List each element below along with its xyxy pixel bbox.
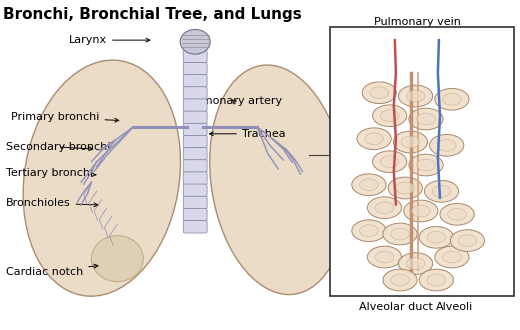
Circle shape bbox=[393, 131, 427, 153]
Circle shape bbox=[448, 208, 466, 220]
Circle shape bbox=[430, 134, 464, 156]
FancyBboxPatch shape bbox=[183, 50, 207, 63]
Circle shape bbox=[391, 228, 409, 240]
Circle shape bbox=[443, 251, 461, 263]
FancyBboxPatch shape bbox=[183, 160, 207, 172]
Circle shape bbox=[383, 269, 417, 291]
Circle shape bbox=[401, 136, 420, 148]
Circle shape bbox=[432, 185, 451, 197]
FancyBboxPatch shape bbox=[183, 123, 207, 136]
FancyBboxPatch shape bbox=[183, 111, 207, 124]
Circle shape bbox=[375, 202, 394, 214]
FancyBboxPatch shape bbox=[183, 196, 207, 209]
Text: Bronchi, Bronchial Tree, and Lungs: Bronchi, Bronchial Tree, and Lungs bbox=[3, 7, 302, 22]
FancyBboxPatch shape bbox=[183, 148, 207, 160]
Ellipse shape bbox=[210, 65, 347, 295]
FancyBboxPatch shape bbox=[183, 172, 207, 184]
Circle shape bbox=[411, 205, 430, 217]
Text: Primary bronchi: Primary bronchi bbox=[11, 112, 119, 122]
Circle shape bbox=[398, 253, 433, 275]
Ellipse shape bbox=[92, 236, 144, 282]
Text: Pulmonary artery: Pulmonary artery bbox=[185, 96, 282, 106]
FancyBboxPatch shape bbox=[183, 184, 207, 197]
Circle shape bbox=[404, 200, 438, 222]
Circle shape bbox=[437, 139, 456, 151]
Circle shape bbox=[406, 90, 425, 102]
Circle shape bbox=[365, 133, 383, 145]
Circle shape bbox=[409, 108, 443, 130]
Circle shape bbox=[419, 226, 453, 248]
FancyBboxPatch shape bbox=[183, 220, 207, 233]
Circle shape bbox=[388, 177, 422, 199]
Circle shape bbox=[435, 246, 469, 268]
Circle shape bbox=[427, 274, 446, 286]
Circle shape bbox=[443, 93, 461, 105]
Ellipse shape bbox=[180, 29, 210, 54]
Circle shape bbox=[370, 87, 388, 99]
Circle shape bbox=[372, 151, 407, 173]
Ellipse shape bbox=[23, 60, 180, 296]
Circle shape bbox=[352, 220, 386, 242]
Circle shape bbox=[435, 88, 469, 110]
Text: Alveoli: Alveoli bbox=[436, 282, 474, 312]
Circle shape bbox=[406, 258, 425, 270]
Circle shape bbox=[362, 82, 396, 104]
Circle shape bbox=[380, 156, 399, 168]
FancyBboxPatch shape bbox=[183, 135, 207, 148]
Circle shape bbox=[424, 181, 459, 202]
FancyBboxPatch shape bbox=[183, 208, 207, 221]
Text: Tertiary bronchi: Tertiary bronchi bbox=[6, 168, 96, 178]
Circle shape bbox=[359, 179, 378, 191]
FancyBboxPatch shape bbox=[183, 75, 207, 87]
Circle shape bbox=[372, 105, 407, 126]
Text: Trachea: Trachea bbox=[210, 129, 285, 139]
Circle shape bbox=[391, 274, 409, 286]
Text: Cardiac notch: Cardiac notch bbox=[6, 264, 98, 277]
Text: Pulmonary vein: Pulmonary vein bbox=[374, 17, 461, 32]
Circle shape bbox=[458, 235, 477, 247]
Circle shape bbox=[367, 246, 401, 268]
Circle shape bbox=[380, 110, 399, 122]
Circle shape bbox=[375, 251, 394, 263]
Circle shape bbox=[359, 225, 378, 237]
FancyBboxPatch shape bbox=[183, 99, 207, 112]
Circle shape bbox=[396, 182, 414, 194]
Text: Bronchioles: Bronchioles bbox=[6, 198, 98, 208]
Text: Larynx: Larynx bbox=[69, 35, 150, 45]
Circle shape bbox=[419, 269, 453, 291]
Circle shape bbox=[352, 174, 386, 196]
Bar bbox=[330, 27, 514, 296]
FancyBboxPatch shape bbox=[183, 87, 207, 99]
Circle shape bbox=[417, 159, 435, 171]
Circle shape bbox=[357, 128, 391, 149]
Text: Secondary bronchi: Secondary bronchi bbox=[6, 142, 110, 152]
Circle shape bbox=[427, 231, 446, 243]
Circle shape bbox=[367, 197, 401, 218]
Circle shape bbox=[383, 223, 417, 245]
Text: Alveolar duct: Alveolar duct bbox=[358, 282, 433, 312]
Circle shape bbox=[398, 85, 433, 107]
Circle shape bbox=[450, 230, 485, 251]
Circle shape bbox=[409, 154, 443, 176]
Circle shape bbox=[417, 113, 435, 125]
Circle shape bbox=[440, 204, 474, 225]
FancyBboxPatch shape bbox=[183, 62, 207, 75]
